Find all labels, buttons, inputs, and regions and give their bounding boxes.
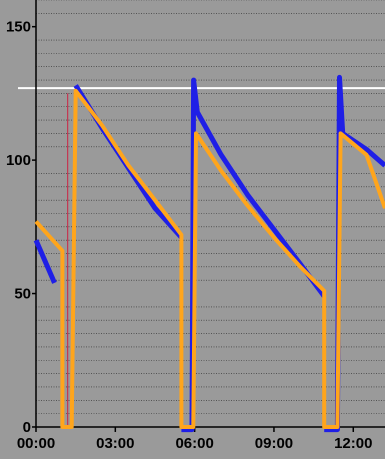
series-layer xyxy=(33,74,385,433)
x-tick-label: 09:00 xyxy=(255,435,293,452)
x-tick-label: 00:00 xyxy=(17,435,55,452)
x-tick-labels: 00:00 03:00 06:00 09:00 12:00 xyxy=(17,435,373,452)
grid xyxy=(36,0,385,414)
x-tick-label: 12:00 xyxy=(334,435,372,452)
x-tick-label: 03:00 xyxy=(96,435,134,452)
x-tick-label: 06:00 xyxy=(175,435,213,452)
series-line-6 xyxy=(34,88,385,429)
y-tick-labels: 0 50 100 150 xyxy=(6,19,31,436)
y-tick-label: 50 xyxy=(14,286,31,303)
y-tick-label: 0 xyxy=(23,419,31,436)
series-line-1 xyxy=(33,239,57,284)
y-tick-label: 100 xyxy=(6,152,31,169)
y-tick-label: 150 xyxy=(6,19,31,36)
series-line-4 xyxy=(324,74,385,433)
